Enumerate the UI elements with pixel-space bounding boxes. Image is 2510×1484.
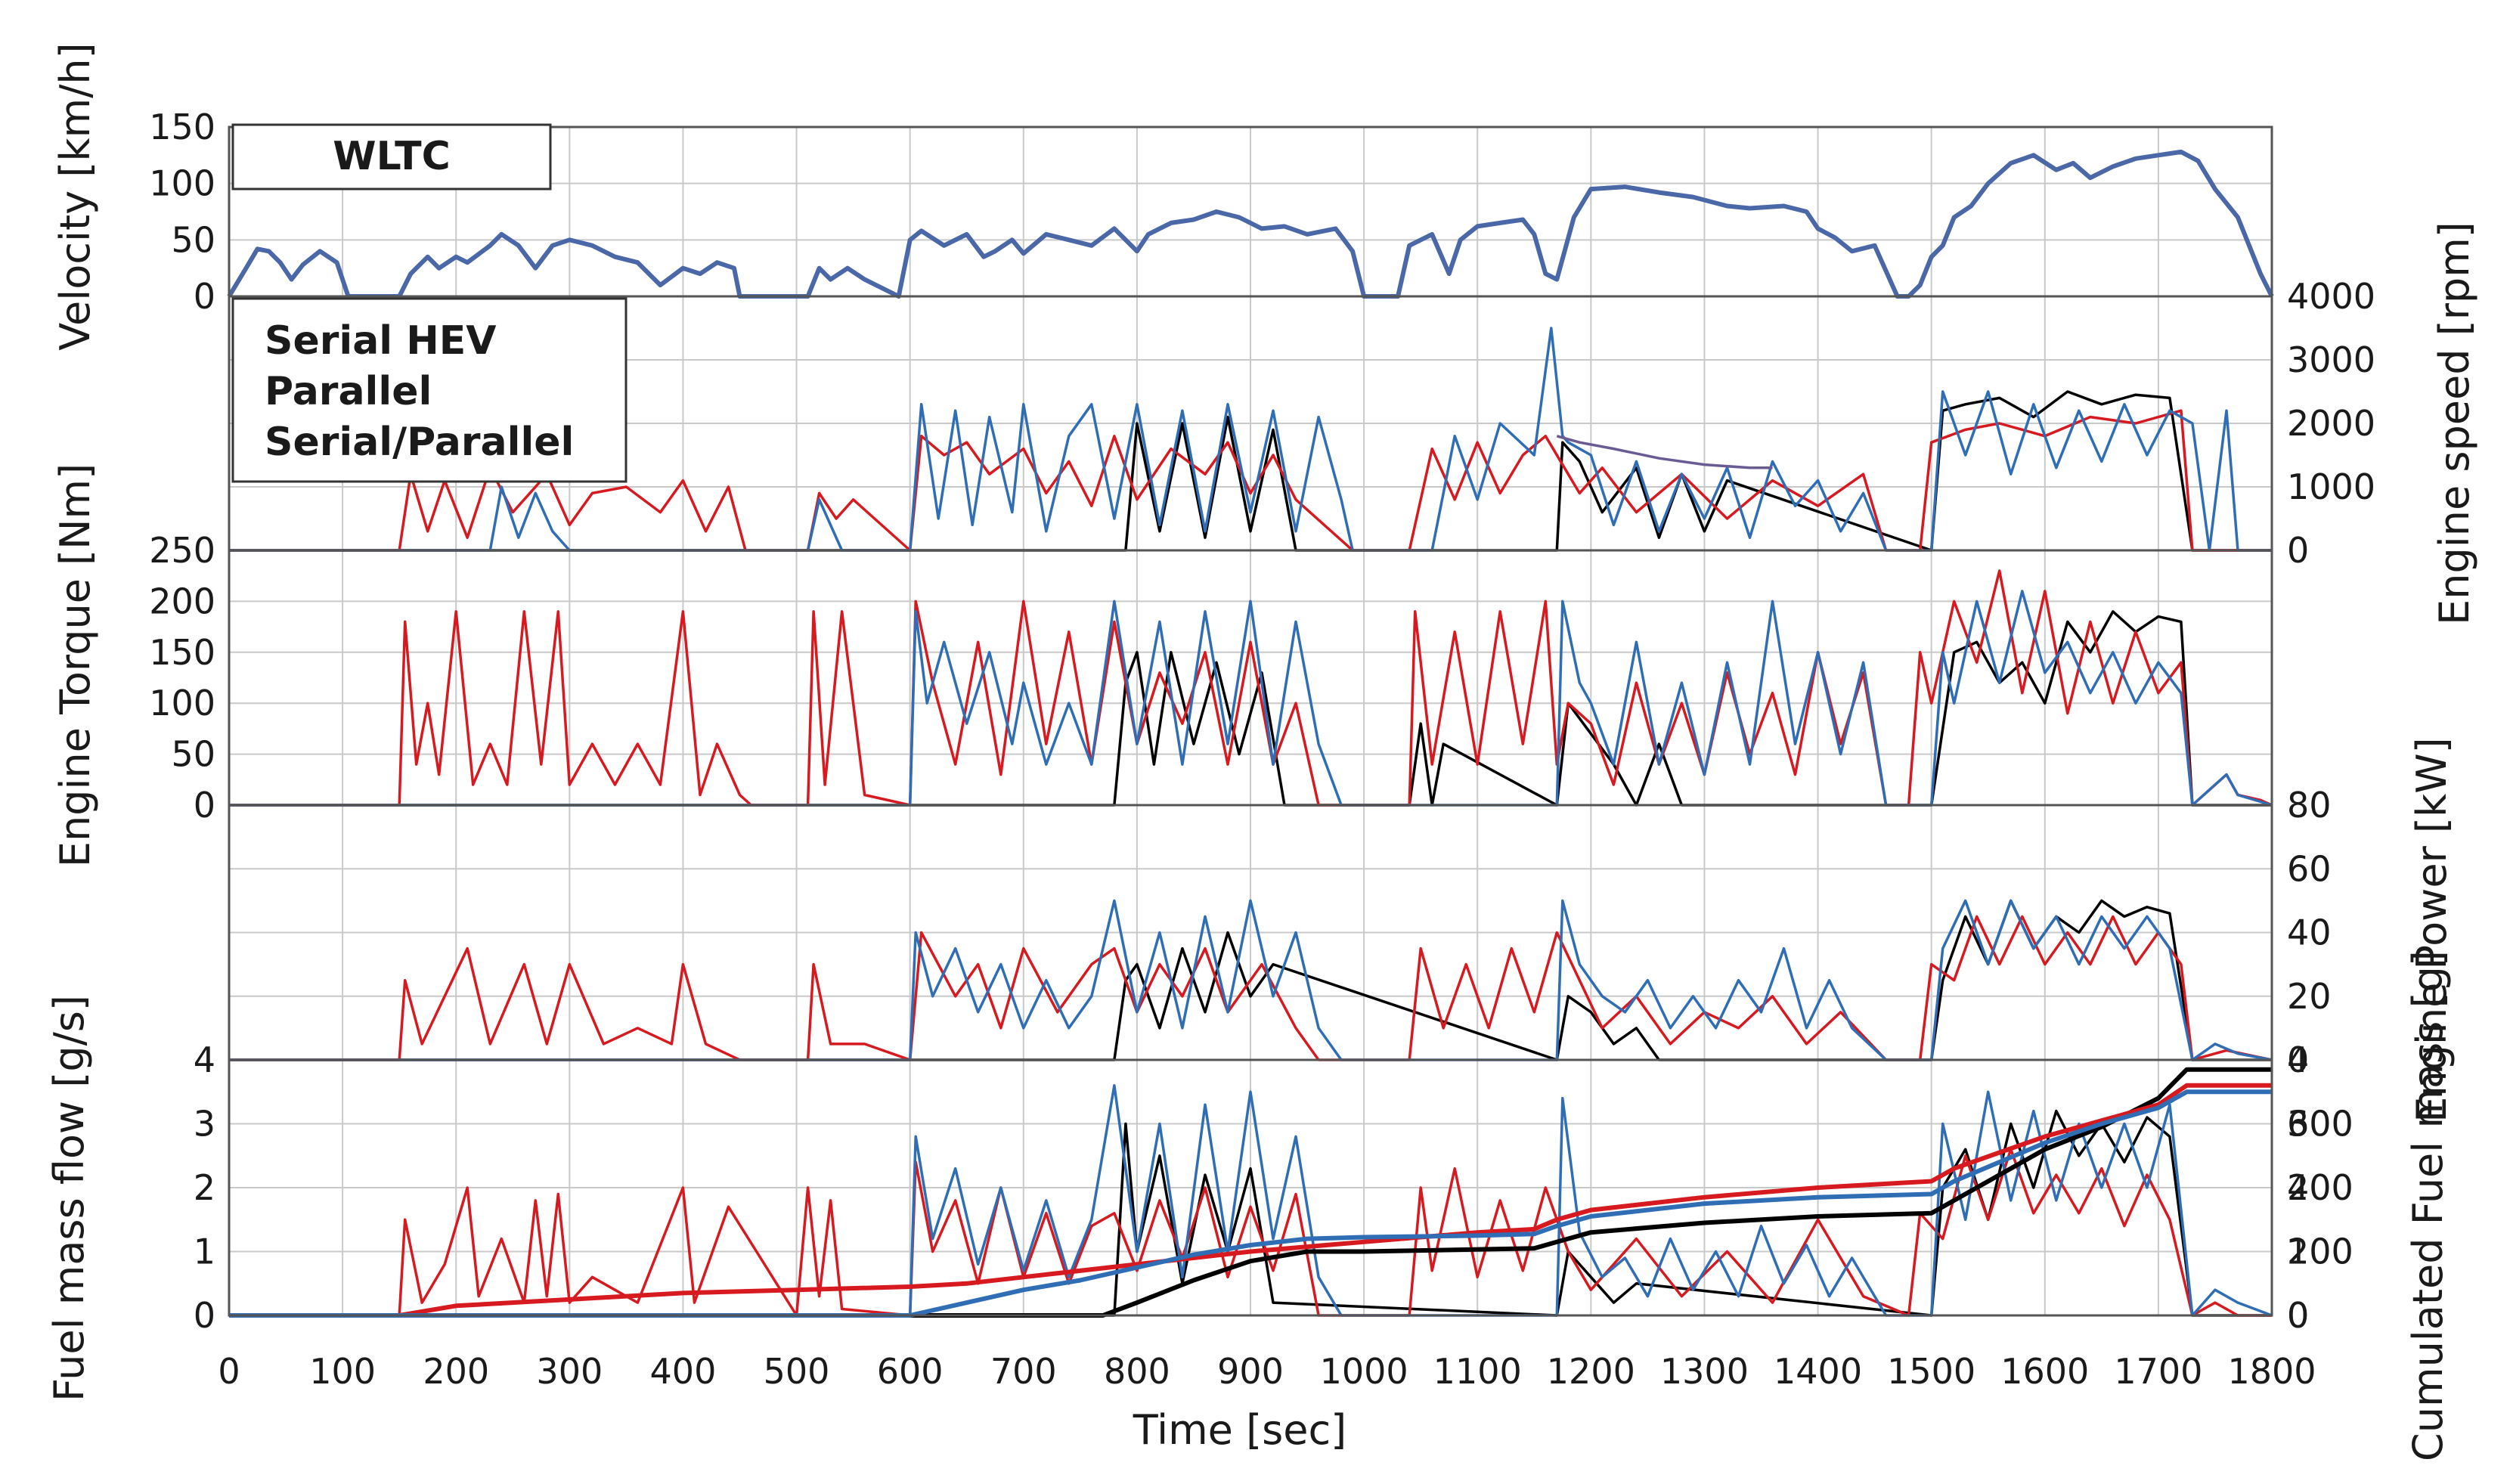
fuel-flow-axis-label: Fuel mass flow [g/s] xyxy=(45,995,93,1402)
engine_power-y-tick-label: 20 xyxy=(2287,976,2332,1017)
x-tick-label: 700 xyxy=(990,1351,1057,1392)
engine_torque-series-serial-parallel xyxy=(229,590,2273,807)
tick-label-layer: 0 100 200 300 400 500 600 700 800 900 1000 1100 1200… xyxy=(149,107,2375,1392)
cycle-label-box xyxy=(231,123,552,191)
x-axis-label: Time [sec] xyxy=(1133,1406,1347,1454)
legend-item-serial-hev: Serial HEV xyxy=(265,318,497,364)
x-tick-label: 300 xyxy=(536,1351,603,1392)
fuel-y-tick-label-left: 2 xyxy=(194,1167,215,1208)
velocity-y-tick-label: 0 xyxy=(194,276,215,317)
fuel-y-tick-label: 1 xyxy=(2287,1232,2309,1272)
x-tick-label: 1600 xyxy=(2000,1351,2089,1392)
x-tick-label: 1400 xyxy=(1774,1351,1862,1392)
engine_torque-y-tick-label: 250 xyxy=(149,530,215,571)
engine_speed-y-tick-label: 2000 xyxy=(2287,403,2375,444)
engine_speed-y-tick-label: 1000 xyxy=(2287,466,2375,507)
x-tick-label: 900 xyxy=(1217,1351,1284,1392)
fuel-right-tick-label: 200 xyxy=(2287,1232,2354,1272)
engine_speed-y-tick-label: 0 xyxy=(2287,530,2309,571)
engine_power-y-tick-label: 60 xyxy=(2287,848,2332,889)
fuel-y-tick-label-left: 4 xyxy=(194,1039,215,1080)
engine_torque-series-serial-hev xyxy=(229,610,2272,807)
x-tick-label: 800 xyxy=(1104,1351,1170,1392)
engine-speed-axis-label: Engine speed [rpm] xyxy=(2431,222,2478,625)
fuel-right-tick-label: 0 xyxy=(2287,1295,2309,1336)
fuel-y-tick-label-left: 3 xyxy=(194,1104,215,1145)
fuel-y-tick-label-left: 1 xyxy=(194,1232,215,1272)
fuel-right-tick-label: 600 xyxy=(2287,1104,2354,1145)
engine-torque-axis-label: Engine Torque [Nm] xyxy=(51,463,99,867)
fuel-series-serial-parallel-flow xyxy=(229,1084,2273,1317)
x-tick-label: 1200 xyxy=(1547,1351,1635,1392)
engine_power-y-tick-label: 40 xyxy=(2287,912,2332,953)
x-tick-label: 200 xyxy=(423,1351,489,1392)
engine_speed-series-serial-parallel xyxy=(229,327,2272,552)
x-tick-label: 100 xyxy=(309,1351,376,1392)
velocity-y-tick-label: 50 xyxy=(171,219,215,260)
x-tick-label: 1800 xyxy=(2227,1351,2316,1392)
engine_speed-series-purple xyxy=(1556,435,1773,469)
engine_torque-y-tick-label: 0 xyxy=(194,785,215,826)
cumulated-fuel-axis-label: Cumulated Fuel mass [g] xyxy=(2404,950,2452,1461)
x-tick-label: 1000 xyxy=(1320,1351,1408,1392)
x-tick-label: 0 xyxy=(218,1351,240,1392)
cycle-label: WLTC xyxy=(333,134,451,179)
x-tick-label: 400 xyxy=(650,1351,717,1392)
x-tick-label: 1700 xyxy=(2114,1351,2202,1392)
fuel-y-tick-label: 3 xyxy=(2287,1104,2309,1145)
engine_power-series-parallel xyxy=(229,915,2273,1061)
engine_torque-y-tick-label: 50 xyxy=(171,734,215,775)
engine_torque-y-tick-label: 200 xyxy=(149,581,215,621)
fuel-series-serial-hev-cumulated xyxy=(229,1067,2272,1318)
engine-power-axis-label: Engine Power [kW] xyxy=(2408,737,2456,1122)
fuel-y-tick-label-left: 0 xyxy=(194,1295,215,1336)
engine_torque-y-tick-label: 100 xyxy=(149,683,215,723)
velocity-y-tick-label: 100 xyxy=(149,163,215,204)
engine_torque-y-tick-label: 150 xyxy=(149,632,215,673)
engine_power-y-tick-label: 0 xyxy=(2287,1039,2309,1080)
fuel-y-tick-label: 2 xyxy=(2287,1167,2309,1208)
legend-box xyxy=(231,297,628,483)
velocity-axis-label: Velocity [km/h] xyxy=(51,42,99,350)
x-tick-label: 1100 xyxy=(1433,1351,1522,1392)
engine_speed-y-tick-label: 4000 xyxy=(2287,276,2375,317)
engine_power-y-tick-label: 80 xyxy=(2287,785,2332,826)
fuel-panel-frame xyxy=(228,1058,2273,1317)
x-tick-label: 1300 xyxy=(1660,1351,1749,1392)
fuel-series-parallel-cumulated xyxy=(229,1083,2272,1318)
fuel-right-tick-label: 400 xyxy=(2287,1167,2354,1208)
x-tick-label: 600 xyxy=(877,1351,944,1392)
velocity-y-tick-label: 150 xyxy=(149,107,215,147)
x-tick-label: 500 xyxy=(764,1351,830,1392)
fuel-y-tick-label: 0 xyxy=(2287,1295,2309,1336)
velocity-series-wltc-velocity xyxy=(227,149,2274,299)
fuel-series-serial-parallel-cumulated xyxy=(229,1089,2272,1318)
legend-item-serial-parallel: Serial/Parallel xyxy=(265,420,574,465)
engine_power-series-serial-hev xyxy=(229,899,2272,1061)
legend-item-parallel: Parallel xyxy=(265,369,432,414)
x-tick-label: 1500 xyxy=(1887,1351,1975,1392)
fuel-y-tick-label: 4 xyxy=(2287,1039,2309,1080)
engine_speed-y-tick-label: 3000 xyxy=(2287,339,2375,380)
frame-layer xyxy=(228,125,2273,1317)
engine_power-series-serial-parallel xyxy=(229,899,2273,1061)
